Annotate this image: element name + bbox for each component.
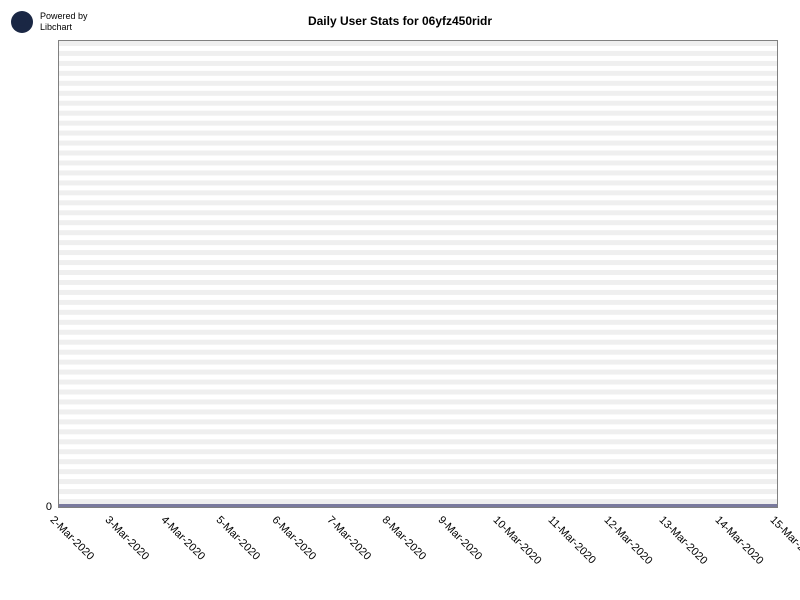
x-tick-label: 11-Mar-2020	[546, 514, 598, 566]
x-tick-label: 13-Mar-2020	[657, 514, 710, 567]
x-tick-label: 12-Mar-2020	[601, 514, 654, 567]
x-tick-label: 10-Mar-2020	[491, 514, 544, 567]
x-tick-label: 4-Mar-2020	[158, 514, 207, 563]
x-tick-label: 15-Mar-2020	[768, 514, 800, 567]
x-tick-label: 8-Mar-2020	[380, 514, 429, 563]
plot-area	[58, 40, 778, 508]
x-tick-label: 7-Mar-2020	[324, 514, 373, 563]
x-tick-label: 2-Mar-2020	[48, 514, 97, 563]
x-tick-label: 6-Mar-2020	[269, 514, 318, 563]
y-tick-label: 0	[0, 501, 52, 513]
x-tick-label: 5-Mar-2020	[214, 514, 263, 563]
x-tick-label: 3-Mar-2020	[103, 514, 152, 563]
logo-area: Powered by Libchart	[10, 10, 88, 34]
powered-by-label: Powered by	[40, 11, 88, 22]
chart-title: Daily User Stats for 06yfz450ridr	[308, 14, 492, 28]
plot-background	[59, 41, 777, 507]
data-baseline	[59, 504, 777, 507]
libchart-name: Libchart	[40, 22, 88, 33]
x-tick-label: 14-Mar-2020	[712, 514, 765, 567]
libchart-logo-icon	[10, 10, 34, 34]
x-tick-label: 9-Mar-2020	[435, 514, 484, 563]
logo-text: Powered by Libchart	[40, 11, 88, 33]
